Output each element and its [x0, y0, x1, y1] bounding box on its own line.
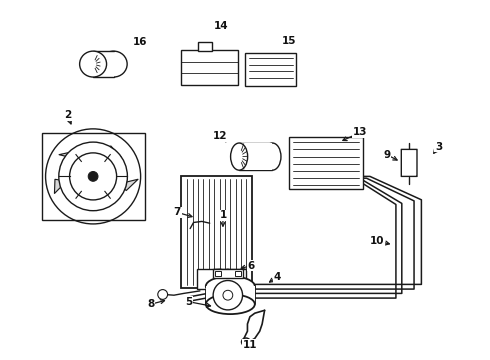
Polygon shape — [59, 151, 95, 176]
FancyBboxPatch shape — [401, 149, 417, 176]
Polygon shape — [81, 176, 103, 209]
Text: 3: 3 — [435, 142, 442, 152]
Polygon shape — [54, 171, 93, 193]
Text: 8: 8 — [147, 299, 154, 309]
Bar — [198, 42, 212, 51]
Ellipse shape — [231, 143, 247, 170]
Text: 15: 15 — [282, 36, 296, 46]
Polygon shape — [93, 176, 138, 190]
FancyBboxPatch shape — [245, 53, 296, 86]
Circle shape — [158, 289, 168, 300]
Bar — [239, 143, 272, 170]
Bar — [213, 269, 243, 278]
Bar — [289, 137, 363, 189]
Circle shape — [213, 280, 243, 310]
Text: 6: 6 — [248, 261, 255, 271]
Text: 13: 13 — [353, 127, 368, 138]
Ellipse shape — [242, 338, 250, 346]
Circle shape — [88, 171, 98, 181]
Bar — [197, 269, 246, 289]
FancyBboxPatch shape — [181, 50, 238, 85]
Bar — [42, 133, 145, 220]
Bar — [215, 271, 220, 276]
Ellipse shape — [206, 276, 255, 296]
Bar — [93, 51, 114, 77]
Ellipse shape — [206, 294, 255, 314]
Text: 12: 12 — [213, 131, 228, 141]
Text: 1: 1 — [220, 210, 226, 220]
Polygon shape — [93, 146, 122, 176]
Bar — [235, 271, 241, 276]
Text: 14: 14 — [214, 21, 229, 31]
Ellipse shape — [100, 51, 127, 77]
Text: 7: 7 — [173, 207, 181, 217]
Ellipse shape — [79, 51, 107, 77]
Text: 4: 4 — [273, 272, 281, 282]
Text: 2: 2 — [64, 110, 71, 120]
Bar — [206, 286, 255, 304]
Bar — [181, 176, 252, 288]
Circle shape — [59, 142, 127, 211]
Circle shape — [70, 153, 117, 200]
Circle shape — [223, 290, 233, 300]
Text: 9: 9 — [384, 150, 391, 160]
Text: 16: 16 — [132, 37, 147, 48]
Text: 11: 11 — [243, 340, 257, 350]
Text: 10: 10 — [370, 236, 385, 246]
Text: 5: 5 — [185, 297, 192, 307]
Ellipse shape — [264, 143, 281, 170]
